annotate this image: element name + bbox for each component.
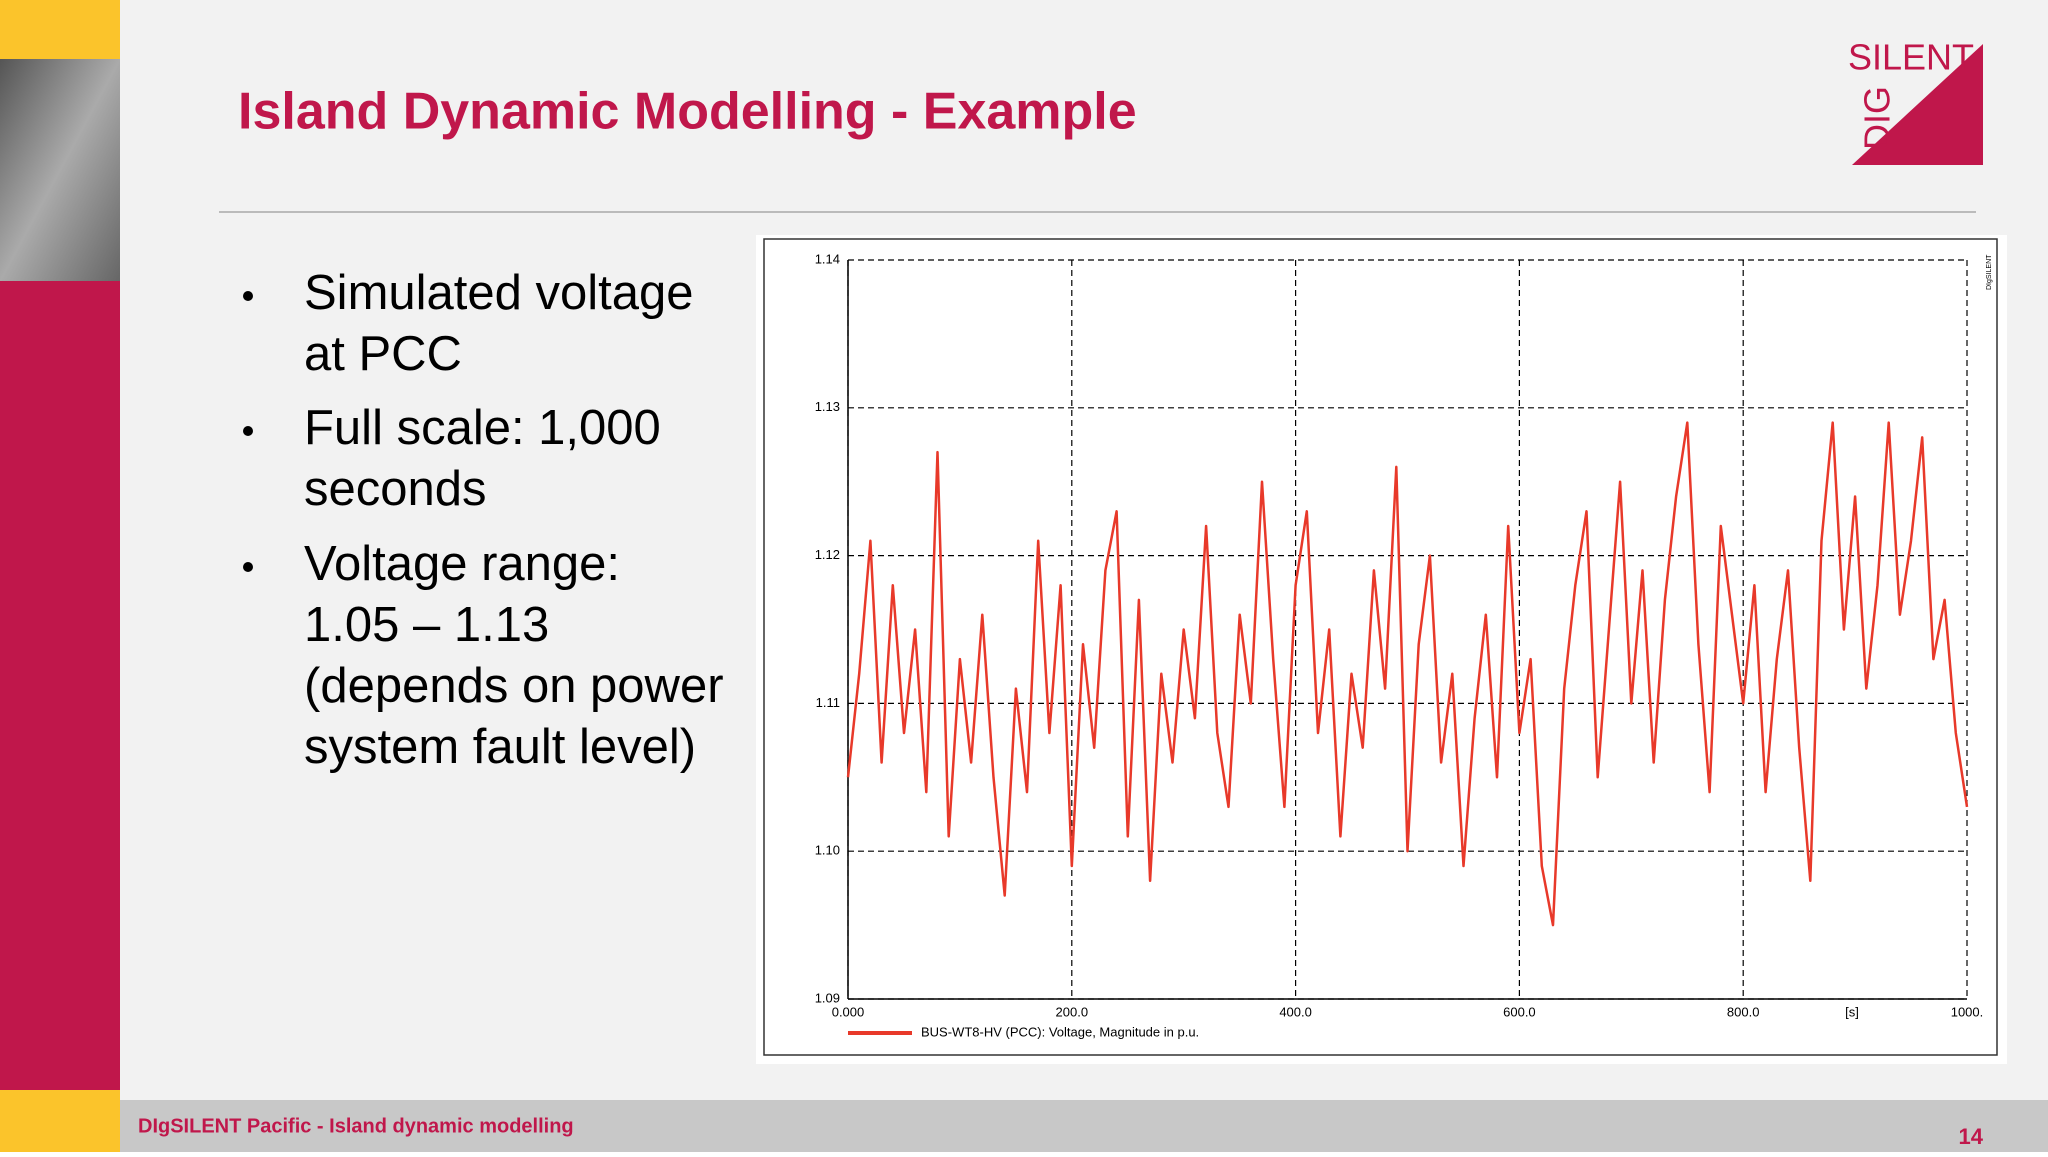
x-tick-label: 1000. (1951, 1004, 1984, 1019)
y-tick-label: 1.14 (815, 251, 840, 266)
side-yellow-top (0, 0, 120, 59)
legend-label: BUS-WT8-HV (PCC): Voltage, Magnitude in … (921, 1024, 1199, 1039)
slide-title: Island Dynamic Modelling - Example (238, 83, 1137, 141)
x-unit: [s] (1845, 1004, 1859, 1019)
bullet-dot (243, 562, 253, 572)
bullet-text: (depends on power (304, 659, 724, 713)
bullet-dot (243, 426, 253, 436)
bullet-text: 1.05 – 1.13 (304, 598, 549, 652)
x-tick-label: 400.0 (1279, 1004, 1312, 1019)
y-tick-label: 1.09 (815, 990, 840, 1005)
page-number: 14 (1959, 1124, 1984, 1149)
logo-top: SILENT (1848, 37, 1974, 78)
x-tick-label: 200.0 (1056, 1004, 1089, 1019)
x-tick-label: 0.000 (832, 1004, 865, 1019)
y-tick-label: 1.13 (815, 399, 840, 414)
y-tick-label: 1.10 (815, 843, 840, 858)
watermark: DIgSILENT (1986, 254, 1993, 290)
side-yellow-bottom (0, 1090, 120, 1152)
x-tick-label: 600.0 (1503, 1004, 1536, 1019)
logo-triangle (1852, 44, 1983, 165)
bullet-text: seconds (304, 462, 487, 516)
bullet-text: at PCC (304, 327, 462, 381)
bullet-dot (243, 291, 253, 301)
y-tick-label: 1.12 (815, 547, 840, 562)
bullet-text: system fault level) (304, 720, 696, 774)
bullet-text: Simulated voltage (304, 266, 694, 320)
footer-bar (120, 1100, 2048, 1152)
side-photo (0, 59, 120, 281)
bullet-text: Voltage range: (304, 537, 620, 591)
bullet-text: Full scale: 1,000 (304, 401, 661, 455)
y-tick-label: 1.11 (816, 695, 840, 710)
data-line (846, 421, 1969, 927)
footer-text: DIgSILENT Pacific - Island dynamic model… (138, 1115, 574, 1137)
x-tick-label: 800.0 (1727, 1004, 1760, 1019)
logo-side: DIG (1857, 86, 1898, 150)
